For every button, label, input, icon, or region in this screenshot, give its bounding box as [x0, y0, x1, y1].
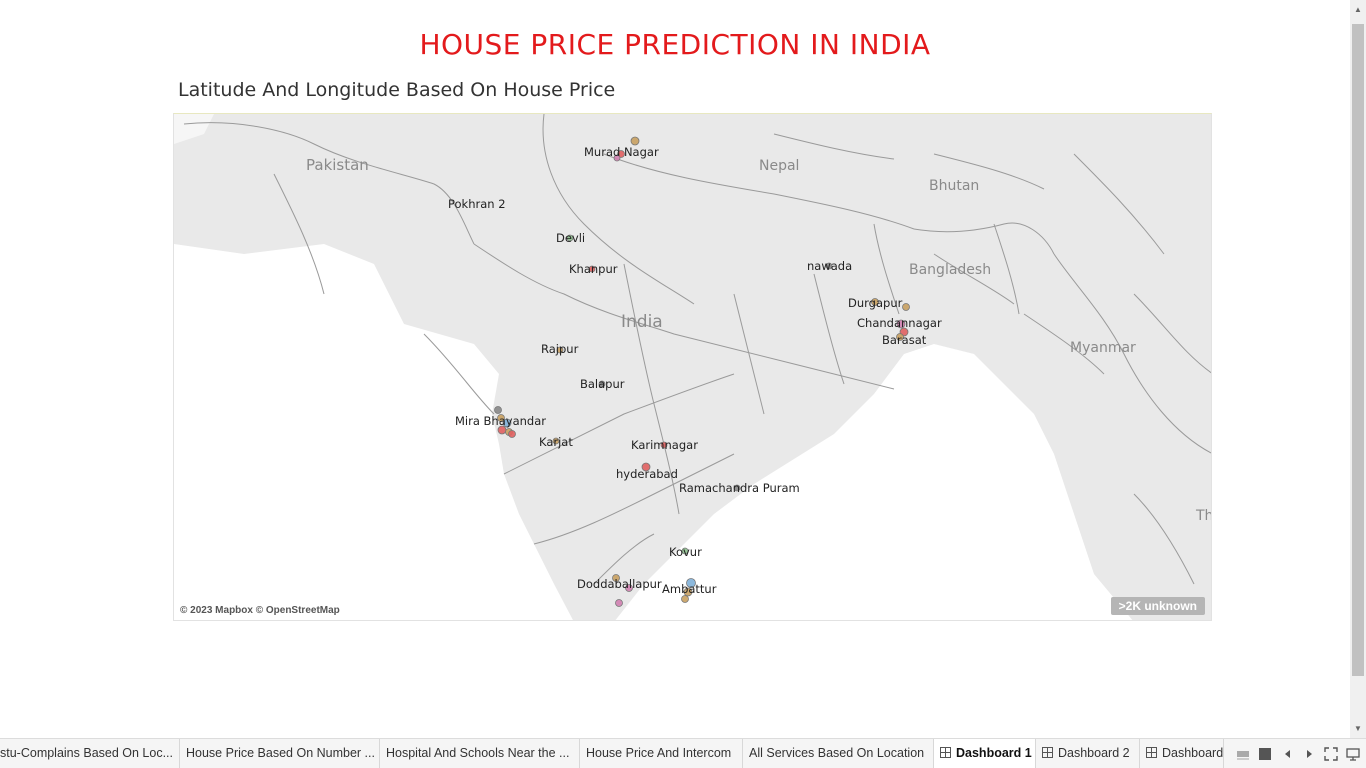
city-label: Kovur: [669, 545, 702, 559]
city-label: Ramachandra Puram: [679, 481, 800, 495]
city-label: nawada: [807, 259, 852, 273]
mark-rajpur[interactable]: [556, 346, 564, 354]
city-label: Pokhran 2: [448, 197, 506, 211]
city-label: Balapur: [580, 377, 625, 391]
city-label: Ambattur: [662, 582, 717, 596]
mark-balapur[interactable]: [598, 380, 606, 388]
country-label-thailand: Th: [1195, 508, 1212, 524]
city-label: hyderabad: [616, 467, 678, 481]
city-label: Murad Nagar: [584, 145, 659, 159]
dashboard-canvas: HOUSE PRICE PREDICTION IN INDIA Latitude…: [173, 28, 1212, 621]
mark-karimnagar[interactable]: [660, 441, 668, 449]
country-label-india: India: [621, 312, 663, 332]
scrollbar-thumb[interactable]: [1352, 24, 1364, 676]
price-marks[interactable]: [494, 136, 910, 607]
map-canvas[interactable]: Pakistan Nepal Bhutan Bangladesh India M…: [174, 114, 1212, 621]
mark-doddaballapur[interactable]: [612, 574, 620, 582]
tab-label: Dashboard 1: [956, 746, 1032, 760]
city-label: Doddaballapur: [577, 577, 662, 591]
mark-mira-1[interactable]: [494, 406, 502, 414]
country-label-pakistan: Pakistan: [306, 156, 369, 174]
dashboard-title: HOUSE PRICE PREDICTION IN INDIA: [419, 28, 931, 61]
northern-area: [174, 114, 214, 144]
country-label-myanmar: Myanmar: [1070, 340, 1136, 356]
tab-dashboard-2[interactable]: Dashboard 2: [1036, 739, 1140, 768]
city-label: Mira Bhayandar: [455, 414, 546, 428]
mark-ramachandra-puram[interactable]: [733, 484, 741, 492]
mark-durgapur[interactable]: [871, 298, 879, 306]
city-labels: Murad Nagar Pokhran 2 Devli Khanpur nawa…: [448, 145, 942, 596]
tab-house-price-number[interactable]: House Price Based On Number ...: [180, 739, 380, 768]
tab-all-services[interactable]: All Services Based On Location: [743, 739, 934, 768]
map-title: Latitude And Longitude Based On House Pr…: [178, 79, 616, 101]
country-label-bhutan: Bhutan: [929, 178, 979, 194]
mark-kovur[interactable]: [681, 547, 689, 555]
admin-borders: [183, 114, 1211, 585]
mark-bangalore-south[interactable]: [615, 599, 623, 607]
map-attribution[interactable]: © 2023 Mapbox © OpenStreetMap: [180, 605, 340, 616]
tab-label: Dashboard: [1162, 746, 1224, 760]
tab-label: stu-Complains Based On Loc...: [0, 746, 173, 760]
city-label: Durgapur: [848, 296, 903, 310]
dashboard-grid-icon: [940, 747, 951, 758]
tab-label: Dashboard 2: [1058, 746, 1130, 760]
mark-chandannagar[interactable]: [896, 319, 906, 329]
tab-label: House Price Based On Number ...: [186, 746, 375, 760]
mark-durgapur-2[interactable]: [902, 303, 910, 311]
chevron-down-icon[interactable]: ▼: [1354, 724, 1362, 733]
mark-mira-2[interactable]: [497, 414, 505, 422]
mark-ambattur-2[interactable]: [683, 587, 693, 597]
next-icon[interactable]: [1302, 747, 1316, 761]
country-label-nepal: Nepal: [759, 158, 799, 174]
unknown-locations-badge[interactable]: >2K unknown: [1110, 597, 1205, 615]
city-label: Karjat: [539, 435, 573, 449]
city-label: Barasat: [882, 333, 927, 347]
mark-hyderabad[interactable]: [641, 462, 651, 472]
tab-dashboard-3[interactable]: Dashboard: [1140, 739, 1224, 768]
tab-vastu-complains[interactable]: stu-Complains Based On Loc...: [0, 739, 180, 768]
country-label-bangladesh: Bangladesh: [909, 262, 991, 278]
filmstrip-icon[interactable]: [1236, 747, 1250, 761]
dashboard-grid-icon: [1042, 747, 1053, 758]
prev-icon[interactable]: [1281, 747, 1295, 761]
tab-label: Hospital And Schools Near the ...: [386, 746, 570, 760]
city-label: Devli: [556, 231, 585, 245]
city-label: Khanpur: [569, 262, 618, 276]
mark-mira-3[interactable]: [502, 418, 512, 428]
mark-nawada[interactable]: [825, 262, 833, 270]
mark-karjat[interactable]: [552, 437, 560, 445]
tab-house-price-intercom[interactable]: House Price And Intercom: [580, 739, 743, 768]
mark-murad-nagar-3[interactable]: [613, 154, 621, 162]
sheet-tab-bar: stu-Complains Based On Loc... House Pric…: [0, 738, 1366, 768]
mark-barasat[interactable]: [896, 333, 904, 341]
mark-khanpur[interactable]: [588, 265, 596, 273]
city-label: Rajpur: [541, 342, 579, 356]
presentation-icon[interactable]: [1346, 747, 1360, 761]
tab-hospital-schools[interactable]: Hospital And Schools Near the ...: [380, 739, 580, 768]
mark-ambattur-1[interactable]: [686, 578, 696, 588]
mark-mira-6[interactable]: [508, 430, 516, 438]
mark-ambattur-3[interactable]: [681, 595, 689, 603]
mark-doddaballapur-2[interactable]: [625, 584, 633, 592]
tab-label: House Price And Intercom: [586, 746, 732, 760]
dashboard-grid-icon: [1146, 747, 1157, 758]
mark-murad-nagar[interactable]: [630, 136, 640, 146]
chevron-up-icon[interactable]: ▲: [1354, 5, 1362, 14]
tab-label: All Services Based On Location: [749, 746, 925, 760]
city-label: Karimnagar: [631, 438, 698, 452]
tabs-view-icon[interactable]: [1258, 747, 1272, 761]
bay-of-bengal: [615, 344, 1133, 620]
arabian-sea: [174, 244, 573, 620]
house-price-map[interactable]: Pakistan Nepal Bhutan Bangladesh India M…: [173, 113, 1212, 621]
city-label: Chandannagar: [857, 316, 942, 330]
tab-dashboard-1[interactable]: Dashboard 1: [934, 739, 1036, 768]
mark-devli[interactable]: [566, 234, 574, 242]
fullscreen-icon[interactable]: [1324, 747, 1338, 761]
